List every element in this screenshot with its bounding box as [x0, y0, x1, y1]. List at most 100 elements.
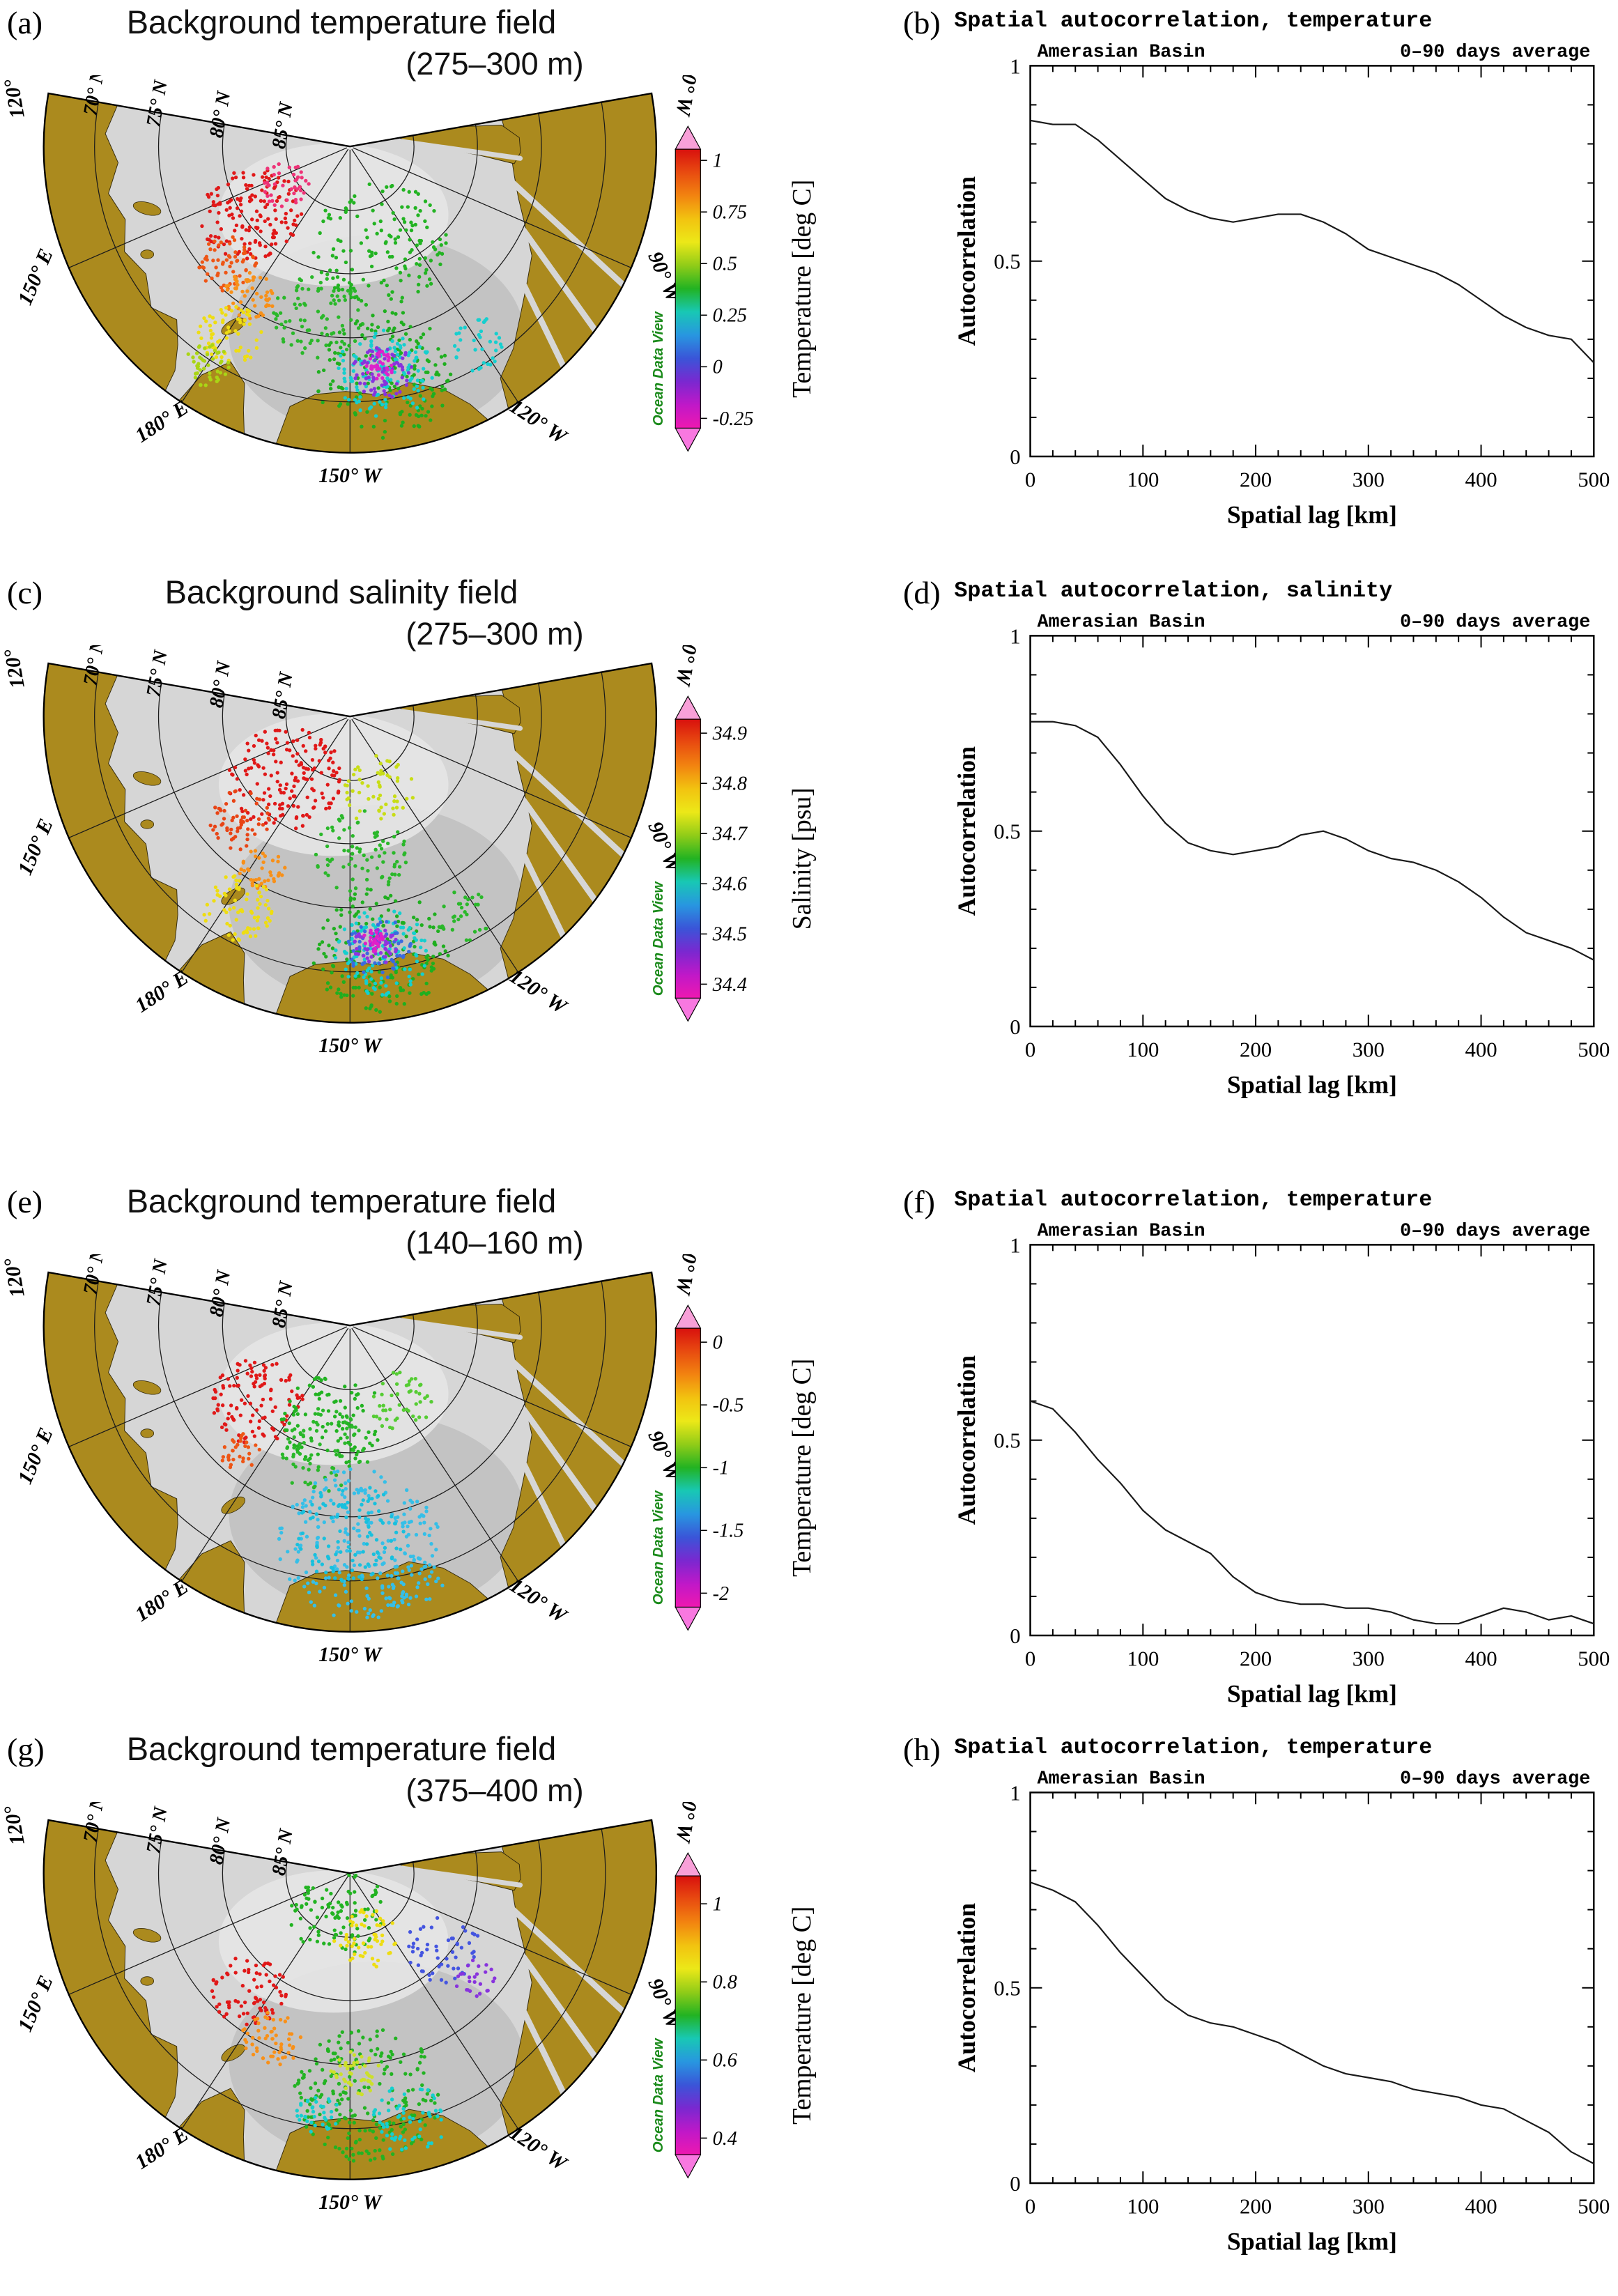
autocorrelation-curve: [1030, 1400, 1594, 1625]
colorbar-tick-label: 34.5: [712, 924, 747, 946]
plot-region-label: Amerasian Basin: [1037, 1221, 1205, 1242]
colorbar-tick-label: 34.6: [712, 874, 747, 895]
colorbar-tick-label: 1: [713, 1894, 723, 1916]
odv-credit: Ocean Data View: [651, 881, 666, 996]
map-outline: [43, 662, 657, 1024]
y-tick-label: 0.5: [994, 820, 1020, 844]
x-tick-label: 100: [1127, 468, 1159, 492]
colorbar-tick-label: 34.4: [712, 974, 747, 996]
map-subtitle: (275–300 m): [406, 46, 584, 82]
x-tick-label: 500: [1578, 1647, 1610, 1671]
x-tick-label: 500: [1578, 1038, 1610, 1062]
x-tick-label: 0: [1025, 1038, 1035, 1062]
scatter-dots: [186, 162, 504, 440]
y-tick-label: 0: [1010, 2172, 1020, 2196]
shelf-shading: [218, 144, 449, 286]
autocorrelation-curve: [1030, 721, 1594, 961]
colorbar-tick-label: 0.6: [713, 2050, 737, 2072]
panel-g: (g) Background temperature field (375–400 …: [0, 1727, 871, 2293]
x-axis-label: Spatial lag [km]: [1227, 500, 1397, 528]
colorbar-tick-label: 0: [713, 357, 723, 378]
colorbar-tick-label: 34.9: [712, 723, 747, 745]
panel-letter: (e): [7, 1184, 43, 1219]
axis-ticks: [1029, 65, 1595, 458]
colorbar-gradient-bar: [675, 1875, 701, 2155]
meridian-label: 150° E: [13, 1972, 58, 2035]
colorbar-tick-label: -0.25: [713, 408, 754, 430]
plot-title: Spatial autocorrelation, temperature: [954, 8, 1432, 33]
plot-frame: [1029, 1244, 1595, 1637]
x-tick-label: 200: [1240, 1647, 1272, 1671]
x-tick-label: 200: [1240, 1038, 1272, 1062]
meridian-label: 150° E: [13, 815, 58, 878]
colorbar-bottom-arrow: [675, 2154, 702, 2179]
odv-credit: Ocean Data View: [651, 1490, 666, 1605]
y-tick-label: 0.5: [994, 1977, 1020, 2001]
colorbar-tick-label: 0.8: [713, 1972, 737, 1994]
shelf-shading: [218, 1323, 449, 1465]
scatter-dots: [210, 1872, 497, 2163]
x-tick-label: 400: [1465, 1647, 1497, 1671]
map-subtitle: (375–400 m): [406, 1773, 584, 1808]
odv-credit: Ocean Data View: [651, 2038, 666, 2153]
colorbar: 0 -0.5 -1 -1.5 -2 Temperature [deg C] Ocean Da…: [651, 1304, 817, 1631]
map-title: Background temperature field: [126, 1182, 557, 1219]
panel-c: (c) Background salinity field (275–300 m) 1…: [0, 570, 871, 1136]
odv-credit: Ocean Data View: [651, 311, 666, 426]
x-tick-label: 400: [1465, 468, 1497, 492]
colorbar-top-arrow: [675, 125, 702, 150]
map-content: [43, 1819, 656, 2180]
colorbar-gradient-bar: [675, 718, 701, 999]
colorbar-tick-label: -2: [713, 1583, 730, 1605]
colorbar-tick-label: 0.5: [713, 254, 737, 275]
meridian-label: 120° W: [506, 394, 572, 449]
meridian-label: 180° E: [131, 1575, 192, 1626]
map-outline: [43, 1271, 657, 1633]
plot-region-label: Amerasian Basin: [1037, 612, 1205, 633]
colorbar-gradient-bar: [675, 1327, 701, 1608]
plot-period-label: 0–90 days average: [1400, 42, 1590, 63]
colorbar-tick-label: 1: [713, 151, 723, 172]
meridian-label: 120° E: [0, 75, 29, 120]
colorbar: 1 0.75 0.5 0.25 0 -0.25 Temperature [deg C] Oce…: [651, 125, 817, 452]
panel-letter: (a): [7, 5, 43, 40]
autocorrelation-curve: [1030, 119, 1595, 364]
y-axis-label: Autocorrelation: [953, 1355, 980, 1525]
colorbar-tick-label: 0: [713, 1332, 723, 1354]
x-tick-label: 300: [1353, 2195, 1385, 2219]
axis-ticks: [1029, 1244, 1595, 1637]
colorbar-tick-label: 0.75: [713, 202, 747, 224]
meridian-label: 60° W: [671, 75, 703, 119]
x-tick-label: 300: [1353, 1647, 1385, 1671]
x-tick-label: 500: [1578, 468, 1610, 492]
panel-a: (a) Background temperature field (275–300 …: [0, 0, 871, 566]
x-tick-label: 300: [1353, 468, 1385, 492]
panel-letter: (f): [903, 1184, 935, 1219]
colorbar-axis-label: Temperature [deg C]: [787, 1359, 817, 1577]
meridian-label: 120° E: [0, 1802, 29, 1847]
y-tick-label: 0: [1010, 1624, 1020, 1648]
meridian-label: 120° W: [506, 1573, 572, 1628]
panel-e: (e) Background temperature field (140–160 …: [0, 1179, 871, 1745]
panel-b: (b) Spatial autocorrelation, temperature A…: [899, 0, 1618, 566]
y-tick-label: 0.5: [994, 1429, 1020, 1453]
x-axis-label: Spatial lag [km]: [1227, 2227, 1397, 2255]
plot-title: Spatial autocorrelation, salinity: [954, 578, 1392, 603]
colorbar-tick-label: 34.7: [712, 824, 748, 845]
plot-frame: [1029, 65, 1595, 458]
x-tick-label: 200: [1240, 2195, 1272, 2219]
panel-letter: (g): [7, 1732, 45, 1767]
panel-letter: (c): [7, 575, 43, 610]
y-tick-label: 1: [1010, 54, 1020, 78]
autocorrelation-plot: Spatial autocorrelation, temperature Amer…: [953, 1187, 1610, 1707]
meridian-label: 150° W: [318, 1643, 383, 1666]
autocorrelation-plot: Spatial autocorrelation, temperature Amer…: [953, 8, 1610, 528]
plot-frame: [1029, 1792, 1595, 2185]
plot-period-label: 0–90 days average: [1400, 1769, 1590, 1789]
meridian-label: 60° W: [671, 1802, 703, 1846]
colorbar-bottom-arrow: [675, 1606, 702, 1631]
graticule: [48, 93, 652, 453]
